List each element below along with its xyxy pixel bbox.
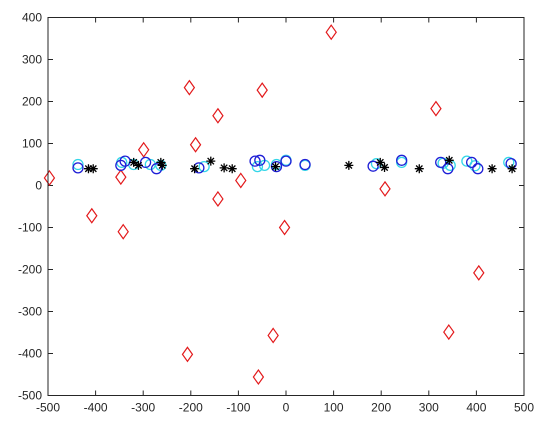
y-tick-label: -200 (18, 263, 42, 277)
x-tick-label: 300 (419, 401, 439, 415)
series-4-star-point (380, 162, 390, 172)
series-1-diamond-point (189, 136, 202, 153)
series-1-diamond-point (181, 346, 194, 363)
series-1-diamond-point (117, 223, 129, 240)
series-1-diamond-point (235, 172, 247, 189)
y-tick-label: -300 (18, 305, 42, 319)
series-3-circle-point (465, 156, 478, 169)
series-3-circle-point (72, 162, 84, 174)
series-1-diamond-point (430, 100, 442, 117)
x-tick-label: -100 (226, 401, 250, 415)
series-4-star-point (444, 155, 454, 165)
series-4-star-point (129, 157, 139, 167)
series-1-diamond-point (137, 141, 150, 158)
series-4-star-point (206, 156, 216, 166)
series-1-diamond-point (325, 24, 337, 41)
x-tick-label: 400 (466, 401, 486, 415)
series-2-circle-point (251, 160, 264, 173)
x-tick-label: 500 (514, 401, 534, 415)
y-tick-label: 300 (22, 53, 42, 67)
series-1-diamond-point (183, 79, 196, 96)
series-1-diamond-point (252, 368, 265, 386)
series-1-diamond-point (278, 219, 291, 236)
y-tick-label: 200 (22, 95, 42, 109)
series-3-circle-point (367, 160, 379, 172)
series-4-star-point (487, 164, 497, 174)
y-tick-label: 0 (35, 179, 42, 193)
series-4-star-point (88, 164, 98, 174)
series-3-circle-point (119, 155, 131, 167)
series-3-circle-point (280, 155, 292, 167)
series-3-circle-point (249, 155, 261, 167)
series-1-diamond-point (379, 180, 391, 197)
series-3-circle-point (442, 163, 454, 175)
x-tick-label: -500 (36, 401, 60, 415)
series-1-diamond-point (43, 169, 56, 186)
series-4-star-point (219, 163, 229, 173)
y-tick-label: 400 (22, 11, 42, 25)
series-3-circle-point (472, 163, 484, 175)
series-4-star-point (133, 160, 143, 170)
series-1-diamond-point (115, 169, 127, 186)
series-1-diamond-point (443, 324, 455, 341)
x-tick-label: -400 (84, 401, 108, 415)
series-3-circle-point (435, 156, 447, 169)
series-1-diamond-point (267, 327, 279, 344)
series-1-diamond-point (473, 264, 485, 281)
series-1-diamond-point (256, 82, 268, 99)
series-4-star-point (157, 160, 167, 170)
y-tick-label: -500 (18, 389, 42, 403)
x-tick-label: 0 (283, 401, 290, 415)
axis-ticks: -500 -400 -300 -200 -100 0 100 200 300 400 500 -500… (18, 11, 534, 415)
series-4-star-point (271, 162, 281, 172)
x-tick-label: 200 (371, 401, 391, 415)
series-4-star-point (190, 164, 200, 174)
series-4-star-point (344, 160, 354, 170)
series-1-diamond-point (212, 107, 224, 124)
y-tick-label: -400 (18, 347, 42, 361)
series-4-star-point (414, 164, 424, 174)
series-4-star-point (375, 157, 385, 167)
series-4-star-point (156, 157, 166, 167)
series-3-circle-point (299, 158, 311, 171)
plot-area-frame (47, 17, 525, 396)
x-tick-label: -300 (131, 401, 155, 415)
series-1-diamond-point (212, 190, 224, 207)
series-4-star-point (507, 164, 517, 174)
series-4-star-point (227, 164, 237, 174)
y-tick-label: 100 (22, 137, 42, 151)
series-4-star-point (83, 164, 93, 174)
y-tick-label: -100 (18, 221, 42, 235)
series-3-circle-point (254, 154, 266, 166)
x-tick-label: -200 (179, 401, 203, 415)
series-2-circle-point (72, 158, 84, 171)
series-2-circle-point (469, 160, 481, 172)
series-1-diamond-point (86, 207, 98, 224)
series-3-circle-point (396, 154, 408, 166)
series-2-circle-point (198, 160, 210, 173)
x-tick-label: 100 (324, 401, 344, 415)
data-marks (43, 24, 517, 386)
series-3-circle-point (150, 163, 163, 175)
